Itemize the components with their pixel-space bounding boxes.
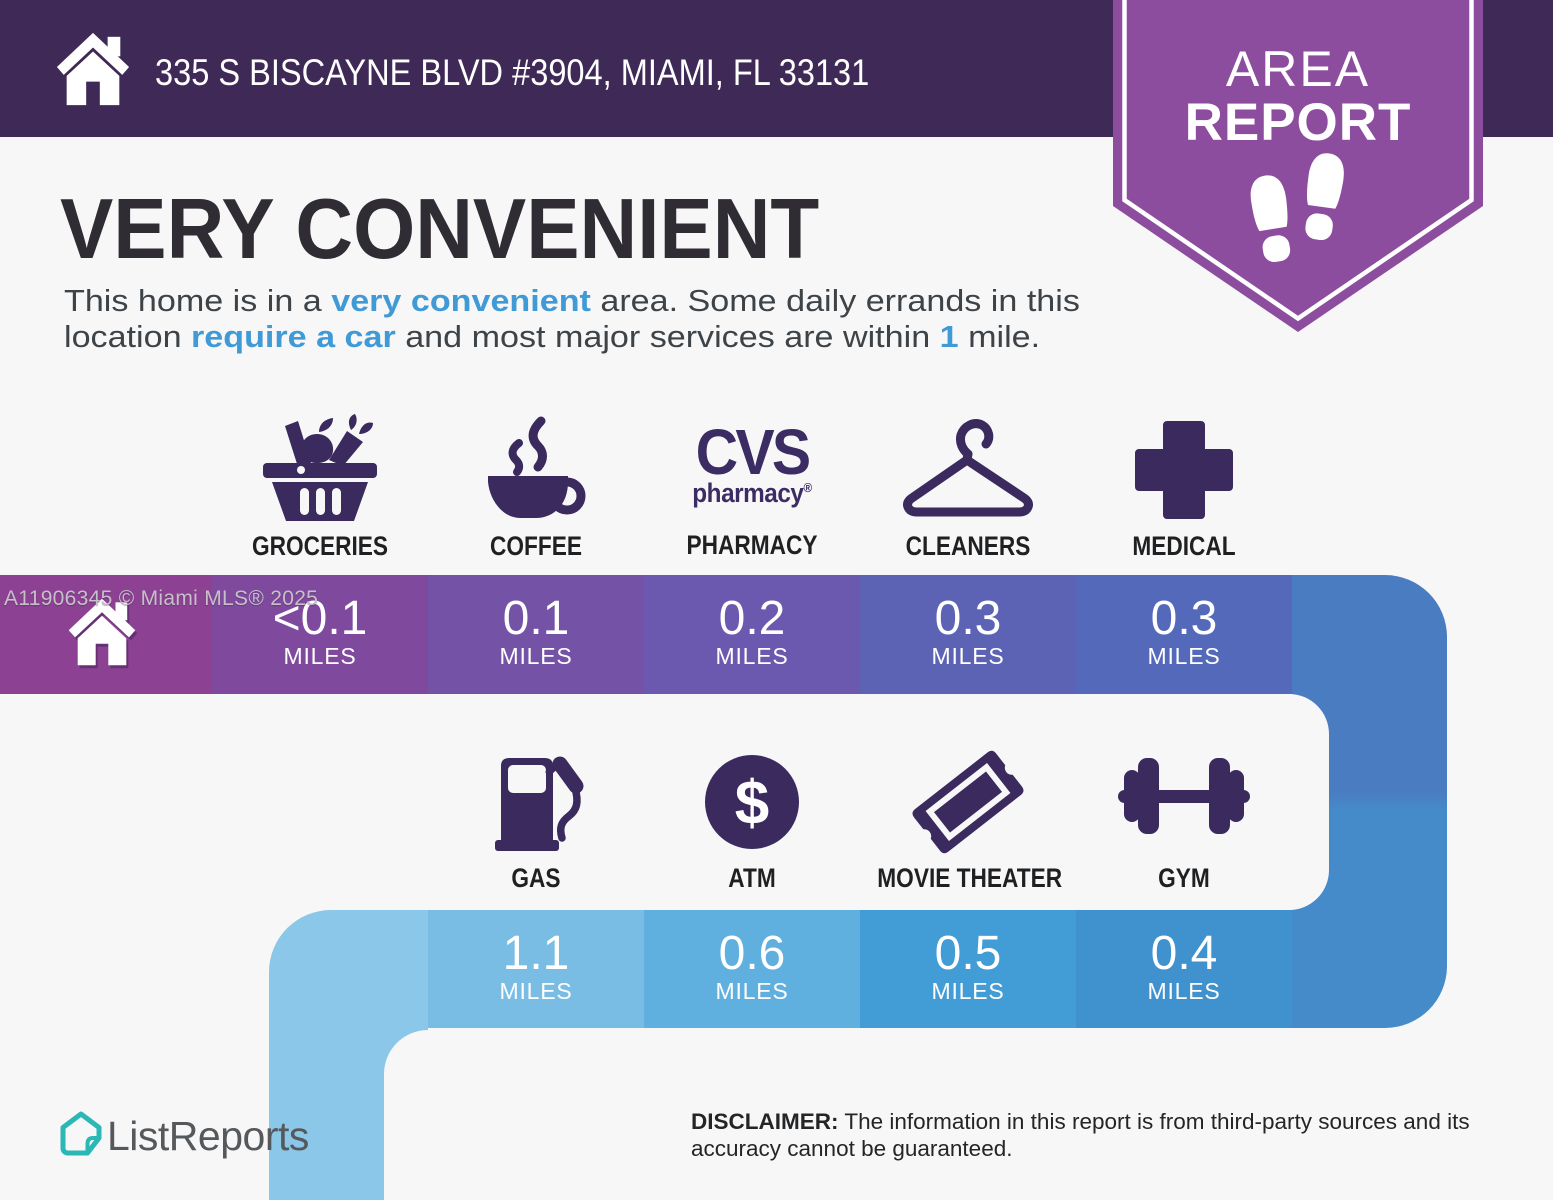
svg-text:$: $	[735, 769, 769, 838]
svg-text:AREA: AREA	[1226, 41, 1370, 97]
svg-text:REPORT: REPORT	[1185, 93, 1412, 152]
